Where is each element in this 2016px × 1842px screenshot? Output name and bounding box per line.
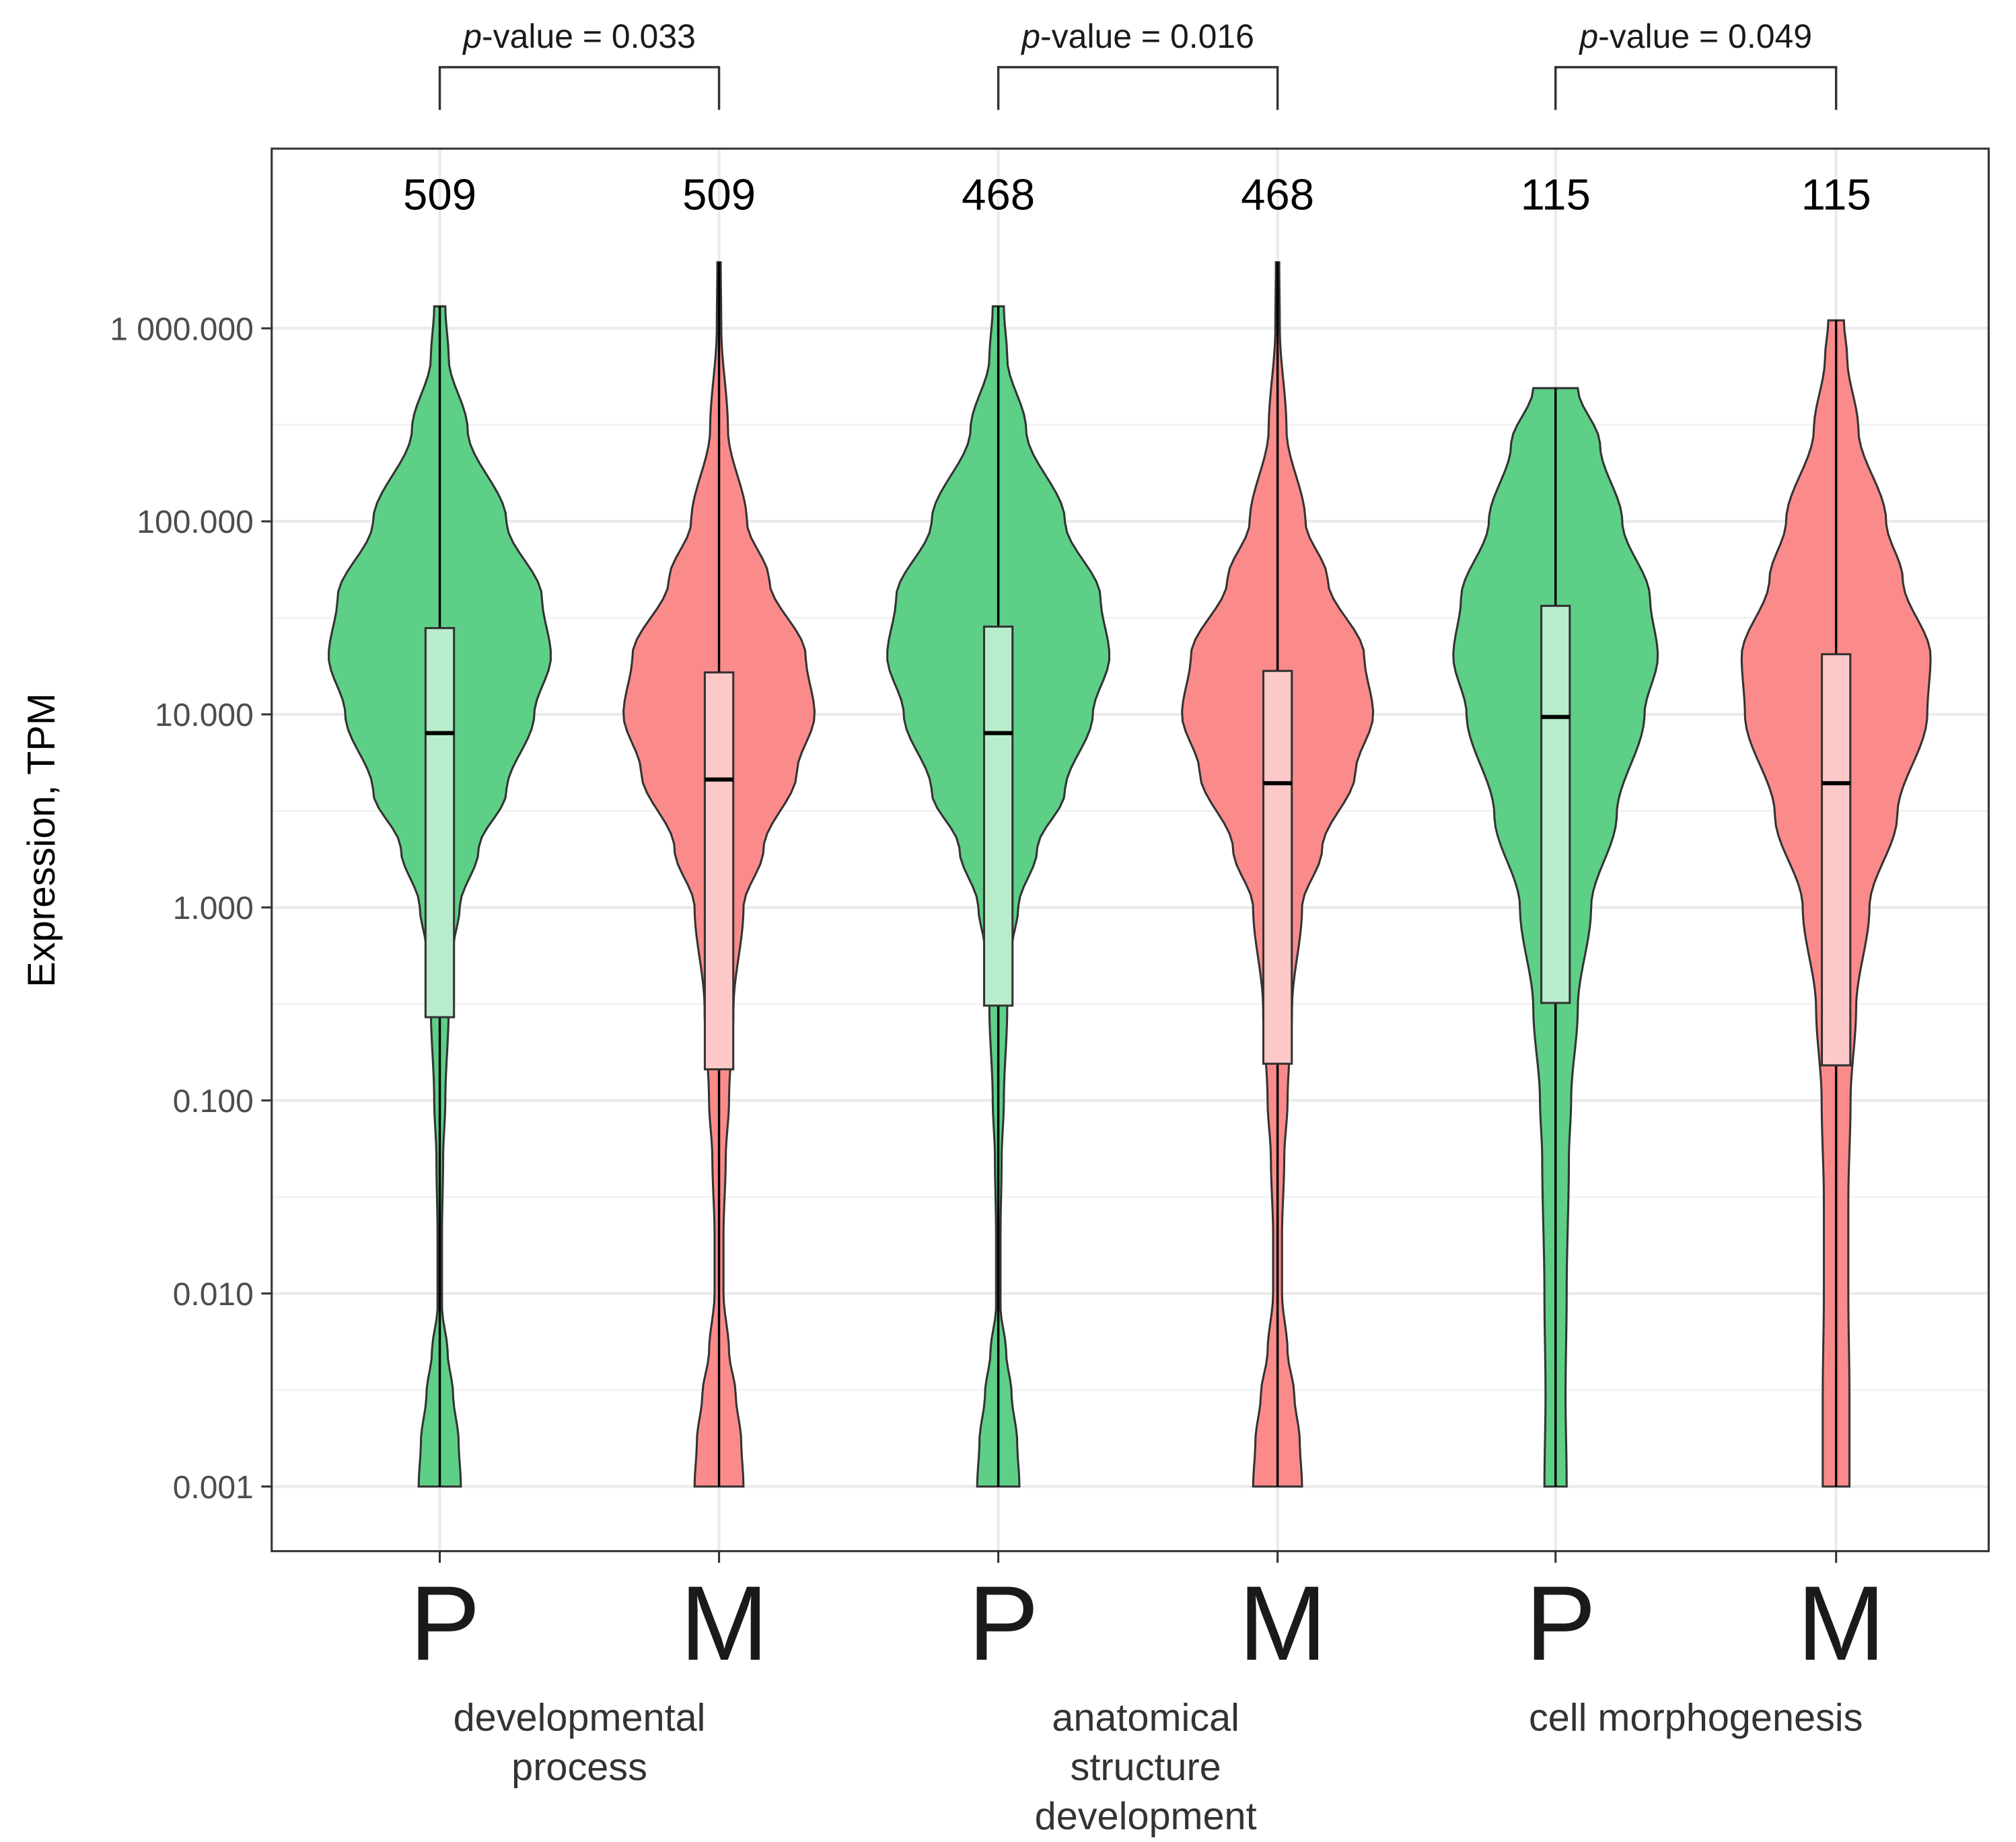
x-tick-label: P bbox=[1525, 1564, 1596, 1683]
panel-border bbox=[271, 147, 1990, 1553]
y-tick-label: 100.000 bbox=[137, 505, 254, 540]
annotation-layer: p-value = 0.033 p-value = 0.016 p-value = … bbox=[438, 17, 1838, 110]
y-tick-label: 0.100 bbox=[173, 1084, 254, 1119]
box-iqr bbox=[982, 625, 1014, 1007]
p-value-label: p-value = 0.016 bbox=[1020, 17, 1254, 55]
x-tick-label: P bbox=[968, 1564, 1039, 1683]
box-iqr bbox=[1540, 605, 1571, 1004]
category-label: development bbox=[1035, 1795, 1257, 1838]
x-tick-label: M bbox=[680, 1564, 768, 1683]
sample-count-label: 509 bbox=[403, 170, 476, 219]
category-label: cell morphogenesis bbox=[1529, 1697, 1863, 1740]
box-iqr bbox=[1820, 653, 1852, 1067]
violin-m-group-2 bbox=[1181, 261, 1375, 1488]
category-label: anatomical bbox=[1052, 1697, 1239, 1740]
category-label: developmental bbox=[454, 1697, 706, 1740]
sample-count-label: 468 bbox=[962, 170, 1035, 219]
p-value-text: -value = 0.049 bbox=[1598, 17, 1812, 55]
y-tick-label: 1.000 bbox=[173, 891, 254, 926]
box-iqr bbox=[703, 671, 735, 1070]
sample-count-label: 115 bbox=[1521, 170, 1591, 219]
category-label: structure bbox=[1071, 1746, 1221, 1789]
box-iqr bbox=[424, 627, 456, 1019]
significance-bracket bbox=[997, 66, 1279, 110]
sample-count-label: 509 bbox=[682, 170, 756, 219]
violin-layer: 509 509 468 468 115 115 bbox=[328, 170, 1932, 1488]
box-iqr bbox=[1262, 669, 1293, 1065]
p-value-symbol: p bbox=[462, 17, 482, 55]
violin-m-group-1 bbox=[622, 261, 816, 1488]
violin-p-group-3 bbox=[1452, 387, 1659, 1488]
x-tick-label: P bbox=[410, 1564, 480, 1683]
y-tick-label: 0.010 bbox=[173, 1277, 254, 1313]
y-tick-label: 0.001 bbox=[173, 1470, 254, 1506]
y-axis-title: Expression, TPM bbox=[20, 693, 63, 988]
y-tick-label: 10.000 bbox=[155, 698, 254, 733]
y-tick-label: 1 000.000 bbox=[110, 311, 254, 347]
category-label: process bbox=[511, 1746, 647, 1789]
violin-p-group-1 bbox=[328, 305, 552, 1488]
significance-bracket bbox=[438, 66, 721, 110]
axis-layer: 0.001 0.010 0.100 1.000 10.000 100.000 1 000.0… bbox=[110, 311, 1885, 1837]
x-tick-label: M bbox=[1239, 1564, 1327, 1683]
p-value-text: -value = 0.016 bbox=[1040, 17, 1254, 55]
significance-bracket bbox=[1554, 66, 1838, 110]
p-value-label: p-value = 0.033 bbox=[462, 17, 696, 55]
p-value-symbol: p bbox=[1020, 17, 1040, 55]
violin-p-group-2 bbox=[886, 305, 1111, 1488]
sample-count-label: 115 bbox=[1801, 170, 1871, 219]
p-value-label: p-value = 0.049 bbox=[1578, 17, 1812, 55]
x-tick-label: M bbox=[1797, 1564, 1885, 1683]
violin-m-group-3 bbox=[1740, 319, 1932, 1488]
p-value-symbol: p bbox=[1578, 17, 1598, 55]
sample-count-label: 468 bbox=[1241, 170, 1314, 219]
p-value-text: -value = 0.033 bbox=[482, 17, 696, 55]
